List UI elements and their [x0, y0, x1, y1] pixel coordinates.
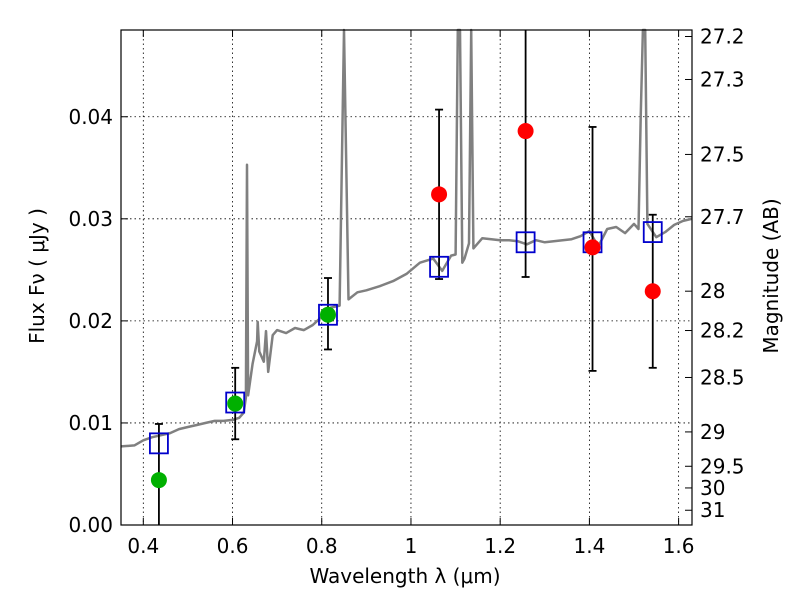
- y2-tick-label: 27.7: [700, 205, 745, 229]
- synthetic-photometry-square: [429, 255, 449, 278]
- y-tick-label: 0.03: [68, 207, 113, 231]
- synthetic-photometry-square: [149, 432, 169, 455]
- y-axis-title: Flux Fν ( μJy ): [25, 208, 49, 344]
- y2-tick-label: 28.5: [700, 365, 745, 389]
- y2-tick-label: 29.5: [700, 454, 745, 478]
- upper-band-point: [431, 186, 448, 203]
- x-tick-label: 1.6: [663, 534, 695, 558]
- y2-tick-label: 27.5: [700, 142, 745, 166]
- detection-point: [227, 395, 244, 412]
- plot-frame: [120, 29, 693, 526]
- y2-tick-label: 30: [700, 476, 725, 500]
- synthetic-photometry-square: [642, 221, 663, 243]
- y2-tick-label: 28: [700, 279, 725, 303]
- y2-tick-label: 29: [700, 420, 725, 444]
- x-tick-label: 0.6: [217, 534, 249, 558]
- upper-band-point: [517, 123, 534, 140]
- y2-tick-label: 31: [700, 498, 725, 522]
- x-axis-title: Wavelength λ (μm): [309, 564, 500, 588]
- y-tick-label: 0.00: [68, 513, 113, 537]
- y2-tick-label: 28.2: [700, 319, 745, 343]
- synthetic-photometry-square: [225, 391, 246, 414]
- data-markers: [149, 123, 663, 489]
- x-tick-label: 0.8: [306, 534, 338, 558]
- x-tick-label: 1: [405, 534, 418, 558]
- model-spectrum: [120, 28, 693, 448]
- x-tick-label: 1.2: [484, 534, 516, 558]
- y2-tick-label: 27.2: [700, 25, 745, 49]
- synthetic-photometry-square: [515, 231, 536, 254]
- detection-point: [319, 306, 336, 323]
- axis-ticks: 0.4 0.6 0.8 1 1.2 1.4 1.6 0.00 0.01 0.02 0.03 0.04 2…: [68, 25, 744, 558]
- y-tick-label: 0.04: [68, 105, 113, 129]
- x-tick-label: 0.4: [127, 534, 159, 558]
- synthetic-photometry-square: [318, 303, 338, 326]
- model-spectrum-line: [120, 28, 693, 448]
- x-tick-label: 1.4: [573, 534, 605, 558]
- y-tick-label: 0.02: [68, 309, 113, 333]
- y2-tick-label: 27.3: [700, 67, 745, 91]
- y2-axis-title: Magnitude (AB): [759, 198, 783, 353]
- y-tick-label: 0.01: [68, 411, 113, 435]
- upper-band-point: [644, 283, 661, 300]
- detection-point: [150, 472, 167, 489]
- grid: [121, 30, 692, 526]
- upper-band-point: [584, 239, 601, 256]
